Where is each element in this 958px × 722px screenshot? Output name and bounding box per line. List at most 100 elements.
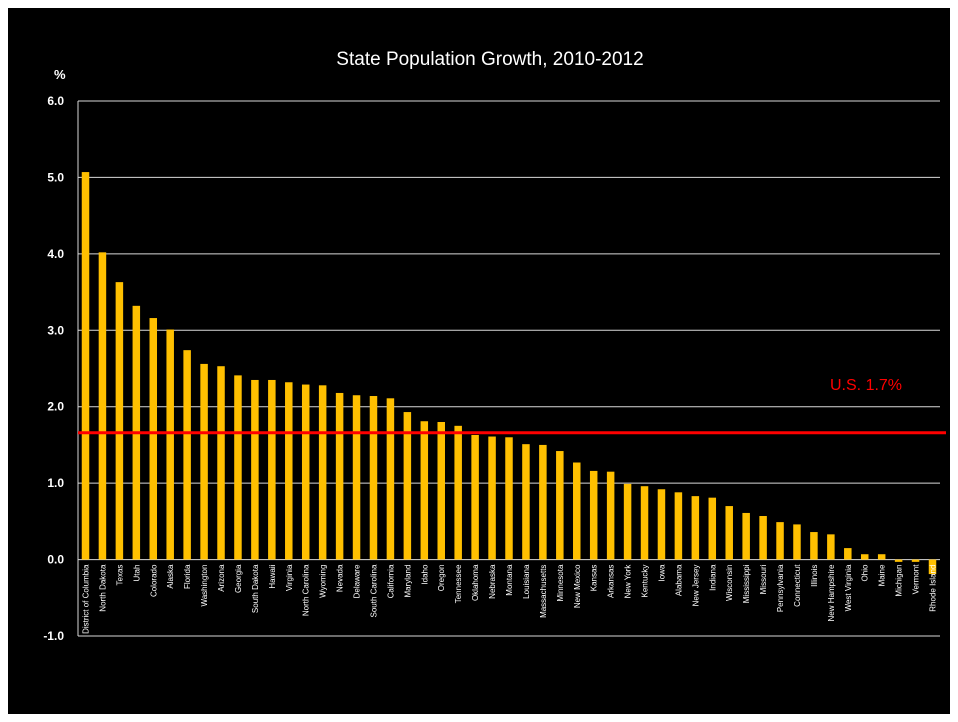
bar bbox=[454, 425, 462, 560]
bar bbox=[759, 516, 767, 560]
bar bbox=[539, 444, 547, 560]
bar bbox=[827, 534, 835, 560]
category-label: Idaho bbox=[420, 564, 429, 585]
bar bbox=[301, 384, 310, 560]
category-label: Ohio bbox=[861, 564, 870, 581]
bar bbox=[911, 559, 920, 562]
bar bbox=[217, 366, 225, 560]
bar bbox=[522, 444, 530, 560]
y-axis-unit-label: % bbox=[54, 67, 66, 82]
bar bbox=[810, 532, 818, 560]
category-label: Maine bbox=[878, 564, 887, 586]
bar bbox=[234, 375, 242, 560]
bar bbox=[437, 422, 445, 560]
bars bbox=[81, 172, 937, 575]
bar bbox=[352, 395, 361, 560]
category-label: Louisiana bbox=[522, 564, 531, 599]
category-label: Nevada bbox=[336, 564, 345, 592]
bar bbox=[471, 434, 479, 560]
category-label: Arizona bbox=[217, 564, 226, 592]
bar-chart: State Population Growth, 2010-2012 % 6.0… bbox=[43, 49, 946, 643]
category-label: North Dakota bbox=[98, 564, 107, 612]
category-label: Massachusetts bbox=[539, 565, 548, 618]
category-label: North Carolina bbox=[302, 564, 311, 616]
bar bbox=[860, 554, 869, 560]
us-average-label: U.S. 1.7% bbox=[830, 377, 902, 394]
category-label: Virginia bbox=[285, 564, 294, 591]
y-tick-label: 2.0 bbox=[47, 400, 64, 414]
category-label: Wisconsin bbox=[725, 565, 734, 601]
category-label: Oklahoma bbox=[471, 564, 480, 601]
y-tick-label: 0.0 bbox=[47, 553, 64, 567]
bar bbox=[335, 392, 344, 560]
bar bbox=[928, 559, 937, 575]
y-tick-label: -1.0 bbox=[43, 629, 64, 643]
bar bbox=[200, 363, 208, 560]
category-label: Montana bbox=[505, 564, 514, 596]
category-label: Kansas bbox=[590, 565, 599, 592]
bar bbox=[115, 282, 124, 560]
bar bbox=[691, 496, 700, 560]
bar bbox=[725, 506, 733, 560]
bar bbox=[556, 451, 564, 560]
category-labels: District of Columbia North Dakota Texas Uta… bbox=[82, 564, 938, 634]
bar bbox=[674, 492, 683, 560]
bar bbox=[623, 483, 632, 560]
category-label: Rhode Island bbox=[929, 565, 938, 612]
bar bbox=[386, 398, 395, 560]
y-tick-label: 6.0 bbox=[47, 94, 64, 108]
category-label: New Jersey bbox=[691, 565, 700, 607]
bar bbox=[488, 436, 496, 560]
category-label: Hawaii bbox=[268, 564, 277, 588]
bar bbox=[894, 559, 903, 562]
bar bbox=[98, 252, 107, 560]
category-label: Mississippi bbox=[742, 564, 751, 603]
category-label: South Carolina bbox=[369, 564, 378, 617]
bar bbox=[420, 421, 429, 560]
chart-frame: State Population Growth, 2010-2012 % 6.0… bbox=[8, 8, 950, 714]
bar bbox=[657, 489, 666, 560]
chart-title: State Population Growth, 2010-2012 bbox=[336, 49, 643, 70]
category-label: Delaware bbox=[353, 564, 362, 598]
category-label: Nebraska bbox=[488, 564, 497, 599]
bar bbox=[403, 412, 412, 560]
category-label: Texas bbox=[115, 565, 124, 586]
category-label: New Hampshire bbox=[827, 564, 836, 621]
category-label: West Virginia bbox=[844, 564, 853, 611]
category-label: Florida bbox=[183, 564, 192, 589]
bar bbox=[776, 522, 784, 560]
category-label: Vermont bbox=[912, 564, 921, 595]
bar bbox=[640, 486, 649, 560]
y-tick-label: 3.0 bbox=[47, 323, 64, 337]
category-label: Alaska bbox=[166, 564, 175, 589]
bar bbox=[573, 462, 581, 560]
bar bbox=[251, 379, 259, 560]
category-label: Maryland bbox=[403, 565, 412, 598]
y-axis-ticks: 6.0 5.0 4.0 3.0 2.0 1.0 0.0 -1.0 bbox=[43, 94, 64, 643]
category-label: District of Columbia bbox=[82, 564, 91, 634]
category-label: Kentucky bbox=[641, 565, 650, 598]
category-label: Missouri bbox=[759, 564, 768, 594]
bar bbox=[285, 382, 293, 560]
category-label: Indiana bbox=[708, 564, 717, 591]
category-label: Tennessee bbox=[454, 564, 463, 603]
bar bbox=[844, 548, 852, 560]
category-label: Arkansas bbox=[607, 565, 616, 598]
category-label: Georgia bbox=[234, 564, 243, 593]
category-label: Utah bbox=[132, 565, 141, 582]
category-label: New Mexico bbox=[573, 564, 582, 608]
category-label: New York bbox=[624, 564, 633, 599]
category-label: California bbox=[386, 564, 395, 598]
bar bbox=[708, 497, 717, 560]
bar bbox=[369, 396, 378, 560]
category-label: Connecticut bbox=[793, 564, 802, 607]
category-label: Minnesota bbox=[556, 564, 565, 601]
category-label: Colorado bbox=[149, 564, 158, 597]
category-label: South Dakota bbox=[251, 564, 260, 613]
y-tick-label: 5.0 bbox=[47, 170, 64, 184]
bar bbox=[166, 329, 174, 560]
bar bbox=[183, 350, 191, 560]
bar bbox=[606, 471, 615, 560]
bar bbox=[505, 437, 513, 560]
y-tick-label: 4.0 bbox=[47, 247, 64, 261]
